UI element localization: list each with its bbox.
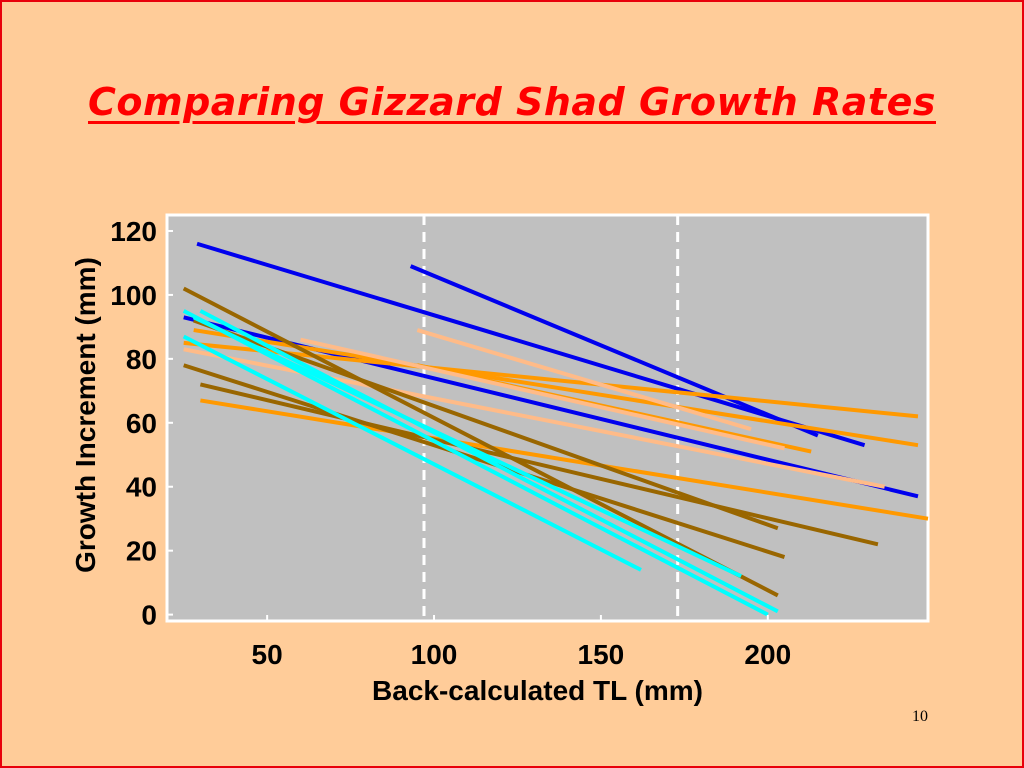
- x-tick-label: 50: [252, 639, 283, 670]
- axis-ticks: 50 100 150 200 0 20 40 60 80 100 120: [110, 216, 791, 670]
- series-line-5: [200, 398, 929, 521]
- y-tick-label: 80: [126, 344, 157, 375]
- series-line-15: [182, 309, 769, 617]
- series-line-11: [182, 286, 779, 598]
- x-axis-label: Back-calculated TL (mm): [372, 675, 703, 706]
- series-line-8: [416, 328, 752, 432]
- y-tick-label: 120: [110, 216, 157, 247]
- x-tick-label: 200: [744, 639, 791, 670]
- series-line-2: [409, 264, 819, 438]
- y-tick-label: 0: [141, 600, 157, 631]
- y-tick-label: 60: [126, 408, 157, 439]
- series-line-17: [199, 309, 779, 614]
- series-line-6: [193, 328, 919, 448]
- series-line-12: [183, 363, 786, 559]
- series-line-18: [192, 315, 742, 579]
- series-line-14: [193, 318, 779, 531]
- slide-title: Comparing Gizzard Shad Growth Rates: [88, 80, 936, 124]
- x-tick-label: 100: [411, 639, 458, 670]
- x-tick-label: 150: [578, 639, 625, 670]
- series-line-13: [199, 382, 879, 547]
- page-number: 10: [912, 708, 928, 725]
- y-axis-label: Growth Increment (mm): [70, 257, 101, 573]
- series-line-10: [300, 337, 785, 451]
- y-tick-label: 100: [110, 280, 157, 311]
- series-lines: [182, 241, 929, 617]
- series-line-4: [183, 340, 919, 419]
- plot-area: [165, 213, 930, 623]
- series-line-1: [196, 241, 866, 448]
- y-tick-label: 40: [126, 472, 157, 503]
- y-tick-label: 20: [126, 536, 157, 567]
- series-line-16: [182, 334, 642, 572]
